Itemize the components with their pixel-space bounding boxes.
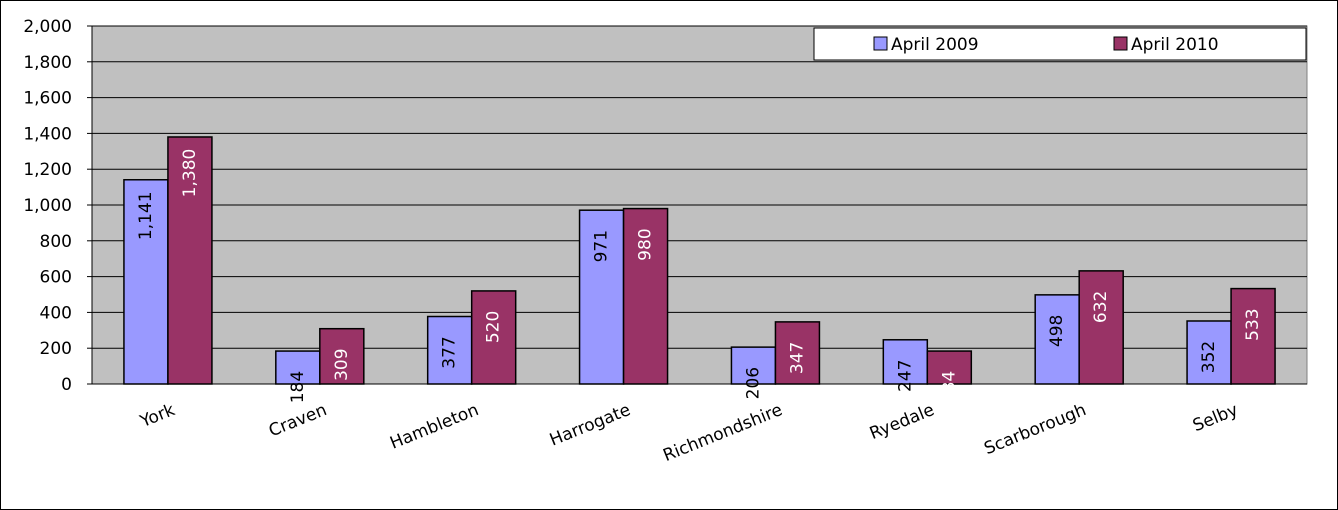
data-label: 247 — [895, 360, 915, 392]
bar — [1078, 270, 1124, 385]
bar — [319, 327, 365, 385]
data-label: 309 — [332, 348, 352, 380]
data-label: 184 — [288, 371, 308, 403]
x-tick-label: Ryedale — [867, 400, 937, 444]
legend-swatch — [1113, 36, 1128, 51]
data-label: 971 — [592, 230, 612, 262]
data-label: 520 — [484, 311, 504, 343]
x-tick-label: Selby — [1190, 400, 1241, 436]
x-tick-label: Richmondshire — [660, 400, 785, 466]
bar — [1034, 294, 1080, 385]
y-tick-label: 1,000 — [23, 196, 72, 216]
data-label: 206 — [743, 367, 763, 399]
y-tick-label: 200 — [40, 339, 72, 359]
y-tick-label: 1,400 — [23, 124, 72, 144]
bar — [578, 209, 625, 385]
bar — [275, 350, 321, 385]
y-tick-label: 1,800 — [23, 53, 72, 73]
x-tick-label: Harrogate — [547, 400, 634, 450]
x-tick-label: Craven — [266, 400, 330, 441]
bar — [622, 207, 669, 385]
legend-swatch — [873, 36, 888, 51]
y-tick-label: 2,000 — [23, 17, 72, 37]
bar — [167, 136, 213, 385]
x-tick-label: Scarborough — [981, 400, 1089, 459]
data-label: 980 — [636, 228, 656, 260]
bar — [1186, 320, 1232, 385]
bar — [1230, 287, 1276, 385]
y-tick-label: 400 — [40, 303, 72, 323]
y-tick-label: 1,200 — [23, 160, 72, 180]
bar — [882, 339, 929, 385]
data-label: 352 — [1199, 341, 1219, 373]
bar — [123, 179, 169, 385]
bar — [774, 321, 821, 385]
data-label: 632 — [1091, 291, 1111, 323]
legend — [813, 27, 1307, 61]
y-tick-label: 1,600 — [23, 89, 72, 109]
data-label: 1,141 — [136, 191, 156, 240]
y-tick-label: 800 — [40, 232, 72, 252]
x-tick-label: Hambleton — [387, 400, 481, 454]
bar — [426, 315, 473, 385]
legend-label: April 2009 — [891, 35, 979, 55]
legend-label: April 2010 — [1131, 35, 1219, 55]
data-label: 533 — [1243, 308, 1263, 340]
bar — [926, 350, 973, 385]
data-label: 347 — [787, 342, 807, 374]
bar — [730, 346, 777, 385]
y-tick-label: 600 — [40, 268, 72, 288]
data-label: 184 — [939, 371, 959, 403]
y-tick-label: 0 — [61, 375, 72, 395]
bar — [470, 290, 517, 385]
data-label: 1,380 — [180, 149, 200, 198]
x-tick-label: York — [137, 400, 178, 432]
data-label: 498 — [1047, 315, 1067, 347]
data-label: 377 — [440, 336, 460, 368]
